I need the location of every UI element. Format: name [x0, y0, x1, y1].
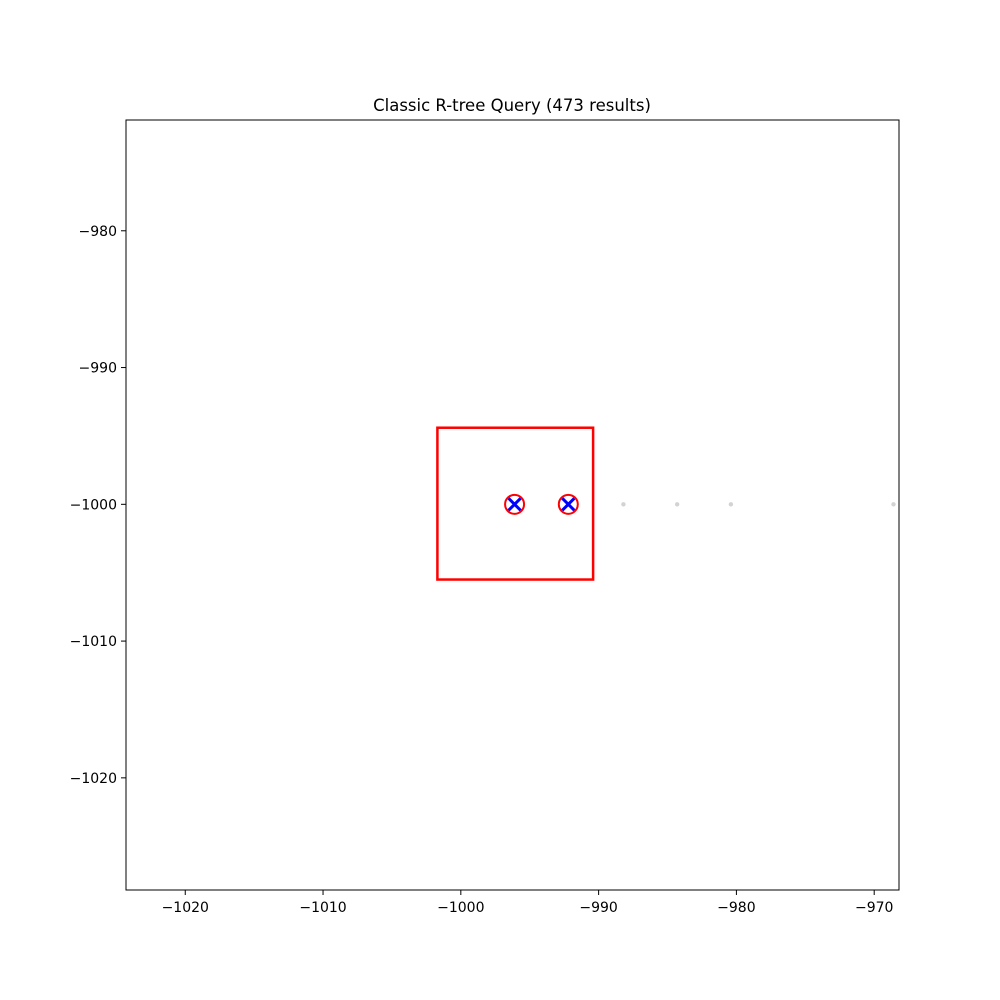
background-point-2 [728, 502, 734, 507]
chart-title: Classic R-tree Query (473 results) [373, 96, 651, 115]
x-tick-label-3: −990 [579, 900, 617, 916]
background-point-0 [621, 502, 626, 507]
result-circle-0 [504, 493, 526, 515]
result-circle-1 [557, 493, 579, 515]
x-tick-label-5: −970 [855, 900, 893, 916]
y-axis: −980 −990 −1000 −1010 −1020 [70, 224, 126, 787]
y-tick-label-3: −1010 [70, 634, 117, 650]
y-tick-label-0: −980 [79, 224, 117, 240]
result-marker-0 [507, 497, 522, 512]
background-point-3 [891, 502, 896, 507]
plot-frame [125, 119, 900, 891]
y-tick-label-4: −1020 [70, 771, 117, 787]
x-axis: −1020 −1010 −1000 −990 −980 −970 [162, 890, 893, 916]
x-tick-label-0: −1020 [162, 900, 209, 916]
result-marker-1 [561, 497, 576, 512]
y-tick-label-2: −1000 [70, 497, 117, 513]
query-box [436, 426, 595, 581]
y-tick-label-1: −990 [79, 361, 117, 377]
x-tick-label-1: −1010 [299, 900, 346, 916]
x-tick-label-2: −1000 [437, 900, 484, 916]
x-tick-label-4: −980 [717, 900, 755, 916]
plot-area [125, 119, 900, 891]
background-point-1 [674, 502, 680, 507]
